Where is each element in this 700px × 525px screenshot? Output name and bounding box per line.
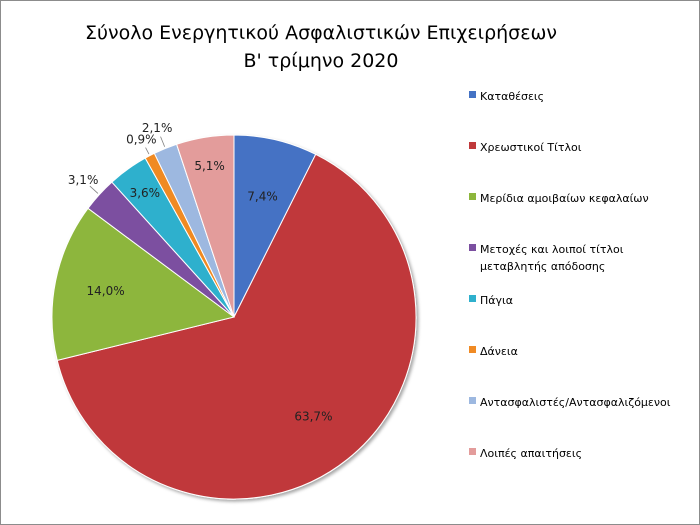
pie-slices	[51, 134, 417, 500]
legend-label: Χρεωστικοί Τίτλοι	[480, 141, 582, 154]
pie-data-label: 2,1%	[142, 121, 173, 135]
pie-data-label: 3,6%	[130, 186, 161, 200]
legend-swatch	[469, 397, 476, 404]
pie-data-label: 0,9%	[126, 133, 157, 147]
pie-slice	[175, 134, 235, 318]
legend-label: Λοιπές απαιτήσεις	[480, 447, 583, 460]
legend-swatch	[469, 91, 476, 98]
legend-item-debt-securities: Χρεωστικοί Τίτλοι	[469, 139, 694, 156]
legend-item-equities: Μετοχές και λοιποί τίτλοι μεταβλητής από…	[469, 241, 694, 275]
legend-item-fixed-assets: Πάγια	[469, 292, 694, 309]
pie-leader-line	[89, 185, 99, 194]
pie-slice	[51, 207, 236, 361]
legend-label: Μερίδια αμοιβαίων κεφαλαίων	[480, 192, 649, 205]
pie-slice	[56, 153, 417, 500]
legend-swatch	[469, 193, 476, 200]
chart-title-line-1: Σύνολο Ενεργητικού Ασφαλιστικών Επιχειρή…	[84, 22, 558, 44]
legend-item-mutual-funds: Μερίδια αμοιβαίων κεφαλαίων	[469, 190, 694, 207]
pie-data-label: 3,1%	[68, 173, 99, 187]
pie-data-label: 5,1%	[194, 159, 225, 173]
legend-label: Αντασφαλιστές/Αντασφαλιζόμενοι	[480, 396, 671, 409]
pie-data-label: 63,7%	[294, 410, 332, 424]
legend-label: Πάγια	[480, 294, 514, 307]
legend-label: Μετοχές και λοιποί τίτλοι μεταβλητής από…	[480, 243, 624, 273]
pie-leader-line	[160, 136, 166, 147]
legend-swatch	[469, 346, 476, 353]
legend-swatch	[469, 244, 476, 251]
legend-swatch	[469, 142, 476, 149]
chart-title: Σύνολο Ενεργητικού Ασφαλιστικών Επιχειρή…	[1, 19, 641, 75]
legend-label: Δάνεια	[480, 345, 518, 358]
legend-item-reinsurers: Αντασφαλιστές/Αντασφαλιζόμενοι	[469, 394, 694, 411]
pie-data-label: 7,4%	[247, 190, 278, 204]
legend-swatch	[469, 295, 476, 302]
legend-item-deposits: Καταθέσεις	[469, 88, 694, 105]
pie-leader-line	[145, 147, 150, 155]
legend-label: Καταθέσεις	[480, 90, 545, 103]
pie-data-label: 14,0%	[86, 284, 124, 298]
legend-item-loans: Δάνεια	[469, 343, 694, 360]
pie-data-labels: 7,4% 63,7% 14,0% 3,1% 3,6% 0,9%2,1% 5,1%	[68, 121, 333, 423]
pie-leader-lines	[89, 136, 166, 194]
legend-swatch	[469, 448, 476, 455]
legend-item-other-receivables: Λοιπές απαιτήσεις	[469, 445, 694, 462]
chart-title-line-2: Β' τρίμηνο 2020	[243, 50, 399, 72]
